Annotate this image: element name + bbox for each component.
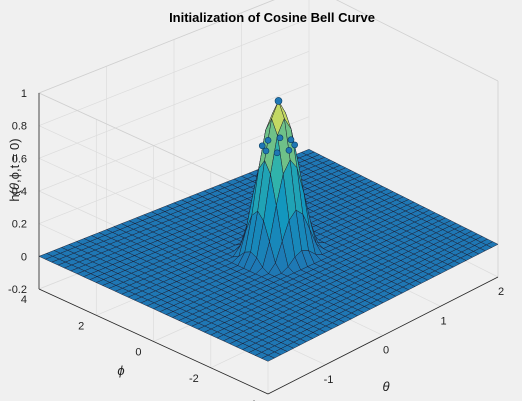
data-marker — [276, 134, 284, 142]
data-markers — [258, 97, 298, 157]
z-tick-label: 1 — [21, 88, 27, 100]
z-tick-label: 0.4 — [12, 186, 27, 198]
data-marker — [291, 141, 298, 149]
z-tick-label: 0.6 — [12, 153, 27, 165]
y-tick-label: 4 — [21, 294, 27, 306]
x-tick-label: -1 — [324, 374, 334, 386]
x-tick-label: 1 — [440, 315, 446, 327]
box-top-edge — [37, 0, 499, 199]
surface-cell — [261, 354, 275, 362]
y-tick-label: -4 — [246, 399, 256, 401]
chart-title: Initialization of Cosine Bell Curve — [169, 10, 375, 25]
data-marker — [287, 136, 295, 144]
data-marker — [264, 137, 272, 144]
z-tick-label: 0.2 — [12, 219, 27, 231]
y-tick-label: 0 — [135, 347, 141, 359]
y-tick-label: 2 — [78, 320, 84, 332]
y-tick-label: -2 — [189, 373, 199, 385]
x-tick-label: 2 — [498, 286, 504, 298]
z-tick-label: 0.8 — [12, 121, 27, 133]
y-axis-label: ϕ — [117, 363, 124, 378]
data-marker — [258, 142, 266, 150]
data-marker — [273, 149, 281, 157]
peak-marker — [274, 97, 283, 105]
y-axis-line — [38, 288, 269, 395]
z-tick-label: 0 — [21, 251, 27, 263]
z-axis-label-prefix: h( — [7, 189, 22, 201]
x-axis-line — [267, 276, 499, 395]
x-axis-label: θ — [382, 379, 389, 394]
data-marker — [285, 147, 293, 154]
data-marker — [262, 147, 270, 155]
z-axis-label: h(θ,ϕ,t = 0) — [7, 138, 22, 201]
z-tick-label: -0.2 — [8, 284, 27, 296]
z-axis-label-theta: θ — [7, 183, 22, 190]
x-tick-label: 0 — [383, 345, 389, 357]
axes — [38, 93, 499, 395]
z-axis-label-rest: ,ϕ,t = 0) — [7, 138, 22, 183]
